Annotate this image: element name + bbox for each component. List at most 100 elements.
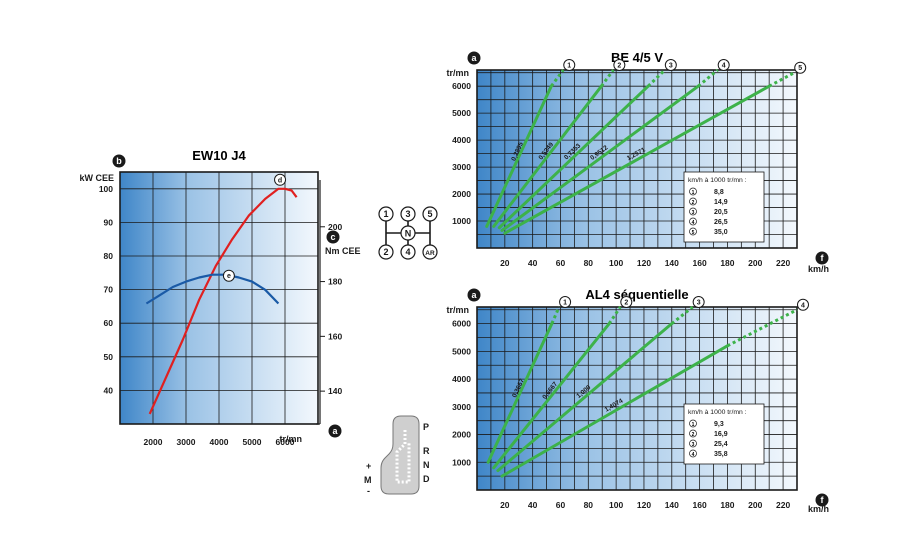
engine-curve-d-label-circle xyxy=(274,173,287,186)
be-legend-gear-circle xyxy=(689,227,697,236)
engine-y-tick: 70 xyxy=(104,285,114,295)
al-bottom-letter-text: f xyxy=(821,495,825,505)
al-x-tick: 220 xyxy=(776,500,790,510)
engine-curve-d-label-text: d xyxy=(278,177,282,184)
shift-gear-2-label: 2 xyxy=(383,247,388,257)
shift-gear-circles: 1 3 5 2 4 AR N xyxy=(378,206,438,260)
al-legend-value: 35,8 xyxy=(714,451,728,458)
gate-plus-label: + xyxy=(366,461,371,471)
shift-gear-AR-label: AR xyxy=(425,250,435,257)
engine-bottom-letter-text: a xyxy=(332,426,338,436)
shift-gear-1-circle xyxy=(378,206,394,222)
be-gear-3-line xyxy=(497,84,650,230)
engine-plot-frame xyxy=(119,171,319,425)
be-legend-gear-circle xyxy=(689,207,697,216)
al-gear-3-extension xyxy=(670,305,694,325)
be-x-tick: 40 xyxy=(528,258,538,268)
shift-gear-4-label: 4 xyxy=(405,247,410,257)
al-x-tick: 20 xyxy=(500,500,510,510)
engine-right-letter-text: c xyxy=(330,232,335,242)
al-gear-2-badge-text: 2 xyxy=(624,300,628,307)
al-gear-4-badge-circle xyxy=(797,298,809,311)
manual-y-axis-label: tr/mn xyxy=(447,68,470,78)
engine-right-letter-circle xyxy=(326,230,340,244)
engine-y2-tick: 160 xyxy=(328,331,342,341)
engine-left-letter-circle xyxy=(112,154,126,168)
shift-gear-5-label: 5 xyxy=(427,209,432,219)
be-gear-3-badge-circle xyxy=(664,59,677,71)
be-legend-gear-circle xyxy=(689,217,697,226)
be-y-tick: 1000 xyxy=(452,216,471,226)
be-x-tick: 20 xyxy=(500,258,510,268)
al-gear-1-line xyxy=(486,322,554,464)
al-legend-gear: 4 xyxy=(692,452,695,458)
be-gear-3-badge-text: 3 xyxy=(669,63,673,70)
be-gear-1-badge-text: 1 xyxy=(567,63,571,70)
be-x-tick: 140 xyxy=(665,258,679,268)
be-x-tick: 160 xyxy=(693,258,707,268)
be-y-tick: 2000 xyxy=(452,189,471,199)
engine-series-d-line xyxy=(148,187,298,415)
gate-slot xyxy=(395,430,411,484)
shift-neutral-label: N xyxy=(405,229,412,239)
engine-x-axis-label: tr/mn xyxy=(280,434,303,444)
al-y-tick: 4000 xyxy=(452,374,471,384)
engine-power-torque-chart: EW10 J4 kW CEE tr/mn Nm CEE 2000 3000 4000… xyxy=(79,148,360,447)
gate-d-label: D xyxy=(423,474,430,484)
gate-n-label: N xyxy=(423,460,430,470)
engine-axis-letters: b c a xyxy=(112,154,342,438)
be-legend-gear: 5 xyxy=(692,230,695,236)
shift-gear-2-circle xyxy=(378,244,394,260)
engine-y-tick: 50 xyxy=(104,352,114,362)
engine-chart-title: EW10 J4 xyxy=(192,148,246,163)
be-legend-value: 14,9 xyxy=(714,199,728,206)
engine-left-letter-text: b xyxy=(116,156,122,166)
engine-y-tick: 100 xyxy=(99,184,113,194)
be-y-tick: 3000 xyxy=(452,162,471,172)
auto-y-axis-label: tr/mn xyxy=(447,305,470,315)
be-bottom-letter-circle xyxy=(815,251,829,265)
al-left-letter-circle xyxy=(467,288,481,302)
be-left-letter-text: a xyxy=(471,53,477,63)
al-x-tick: 80 xyxy=(584,500,594,510)
al-gear-2-line xyxy=(492,322,611,470)
auto-chart-title: AL4 séquentielle xyxy=(585,287,688,302)
manual-axis-letters: af xyxy=(467,51,829,265)
al-legend-title: km/h à 1000 tr/mn : xyxy=(688,409,747,416)
manual-gearbox-chart: BE 4/5 V tr/mn km/h 20 40 60 80 100 120 140 160… xyxy=(447,50,830,274)
al-gear-3-line xyxy=(496,322,674,473)
gate-minus-label: - xyxy=(367,486,370,496)
engine-grid xyxy=(120,172,325,425)
al-left-letter-text: a xyxy=(471,290,477,300)
al-gear-2-badge-circle xyxy=(620,296,633,308)
al-legend-value: 25,4 xyxy=(714,441,728,448)
shift-gear-4-circle xyxy=(400,244,416,260)
be-legend-box xyxy=(683,171,765,243)
engine-y2-tick: 180 xyxy=(328,277,342,287)
manual-plot-frame xyxy=(476,69,798,249)
be-legend-value: 20,5 xyxy=(714,209,728,216)
al-legend-gear: 2 xyxy=(692,432,695,438)
gate-p-label: P xyxy=(423,422,429,432)
al-y-tick: 2000 xyxy=(452,430,471,440)
manual-shift-pattern-icon: 1 3 5 2 4 AR N xyxy=(378,206,438,260)
be-gear-4-line xyxy=(500,84,700,232)
al-gear-1-badge-text: 1 xyxy=(563,300,567,307)
engine-x-tick: 5000 xyxy=(243,437,262,447)
auto-legend: km/h à 1000 tr/mn : 1 9,3 2 16,9 3 25,4 4 35,8 xyxy=(683,403,765,465)
be-x-tick: 120 xyxy=(637,258,651,268)
be-x-tick: 200 xyxy=(748,258,762,268)
engine-curve-e-label-circle xyxy=(222,269,235,282)
automatic-shift-gate-icon: P R N D + M - xyxy=(364,415,430,496)
be-gear-4-extension xyxy=(697,68,719,88)
shift-gear-AR-circle xyxy=(422,244,438,260)
engine-series-e-line xyxy=(145,273,280,305)
be-gear-2-badge-text: 2 xyxy=(617,63,621,70)
be-gear-4-badge-text: 4 xyxy=(722,63,726,70)
shift-gear-3-label: 3 xyxy=(405,209,410,219)
be-gear-5-extension xyxy=(768,71,795,88)
be-x-tick: 100 xyxy=(609,258,623,268)
be-bottom-letter-text: f xyxy=(821,253,825,263)
auto-x-axis-label: km/h xyxy=(808,504,829,514)
be-legend-gear: 2 xyxy=(692,200,695,206)
